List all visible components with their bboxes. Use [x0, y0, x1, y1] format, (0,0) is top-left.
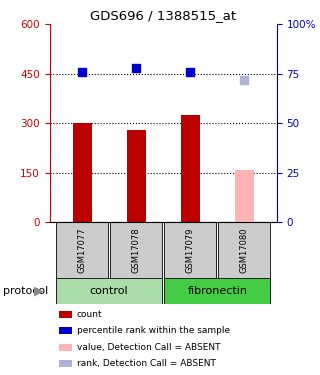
- Text: control: control: [90, 286, 128, 296]
- Point: [133, 65, 139, 71]
- Text: count: count: [77, 310, 102, 319]
- Text: value, Detection Call = ABSENT: value, Detection Call = ABSENT: [77, 343, 220, 352]
- Text: percentile rank within the sample: percentile rank within the sample: [77, 326, 230, 335]
- Title: GDS696 / 1388515_at: GDS696 / 1388515_at: [90, 9, 236, 22]
- Bar: [164, 278, 270, 304]
- Text: fibronectin: fibronectin: [187, 286, 247, 296]
- Bar: [218, 222, 270, 278]
- Text: ▶: ▶: [34, 284, 43, 297]
- Bar: [59, 344, 72, 351]
- Text: protocol: protocol: [3, 286, 48, 296]
- Text: rank, Detection Call = ABSENT: rank, Detection Call = ABSENT: [77, 359, 216, 368]
- Bar: [181, 115, 200, 222]
- Point: [242, 77, 247, 83]
- Bar: [59, 360, 72, 367]
- Text: GSM17077: GSM17077: [77, 227, 86, 273]
- Bar: [110, 222, 162, 278]
- Text: GSM17078: GSM17078: [132, 227, 141, 273]
- Bar: [164, 222, 216, 278]
- Bar: [127, 130, 146, 222]
- Bar: [59, 311, 72, 318]
- Point: [188, 69, 193, 75]
- Bar: [235, 170, 254, 222]
- Text: GSM17080: GSM17080: [240, 228, 249, 273]
- Text: GSM17079: GSM17079: [186, 228, 195, 273]
- Bar: [56, 278, 162, 304]
- Bar: [59, 327, 72, 334]
- Bar: [56, 222, 108, 278]
- Bar: [73, 123, 92, 222]
- Point: [79, 69, 84, 75]
